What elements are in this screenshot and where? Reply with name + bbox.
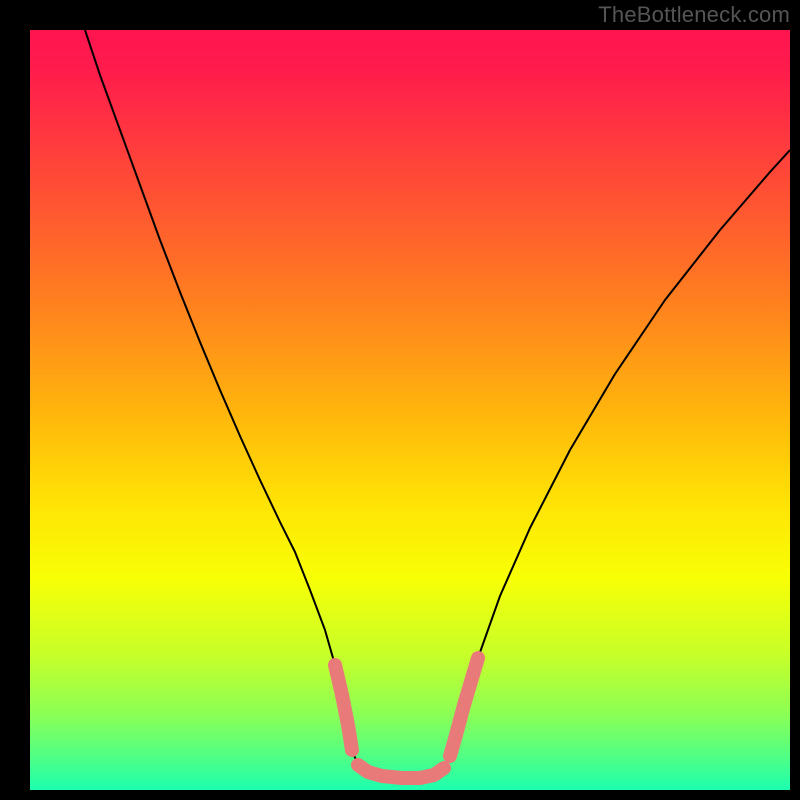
watermark-text: TheBottleneck.com [598,2,790,28]
outer-frame: TheBottleneck.com [0,0,800,800]
chart-plot-area [30,30,790,790]
gradient-background [30,30,790,790]
chart-svg [30,30,790,790]
